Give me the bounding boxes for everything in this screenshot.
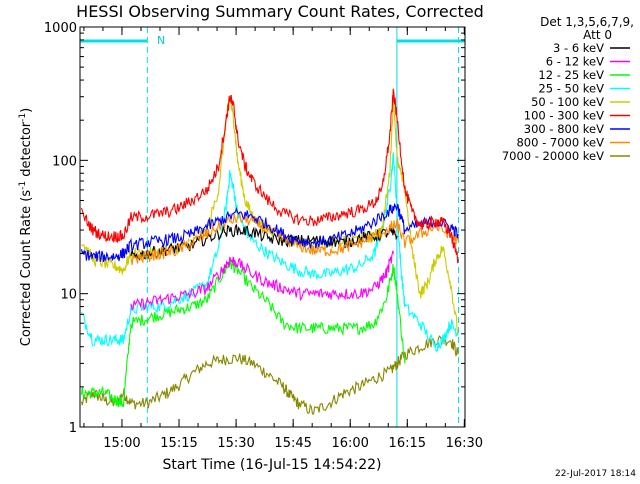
x-tick-label-0: 15:00 — [103, 436, 140, 451]
legend-label-6: 300 - 800 keV — [524, 122, 604, 136]
legend-label-3: 25 - 50 keV — [538, 82, 604, 96]
y-axis-label: Corrected Count Rate (s-1 detector-1) — [18, 108, 34, 346]
legend-label-0: 3 - 6 keV — [553, 41, 604, 55]
footer-date: 22-Jul-2017 18:14 — [555, 469, 636, 479]
y-tick-label-0: 1 — [69, 421, 77, 436]
x-axis: 15:00 15:15 15:30 15:45 16:00 16:15 16:30 — [83, 27, 483, 451]
y-tick-label-1: 10 — [60, 288, 77, 303]
legend-header-attenuator: Att 0 — [583, 28, 612, 42]
night-marker-label: N — [157, 34, 165, 47]
legend-label-4: 50 - 100 keV — [531, 95, 604, 109]
series-line-7 — [130, 212, 459, 265]
series-line-1 — [130, 250, 395, 312]
series-line-2 — [80, 257, 406, 408]
legend-label-5: 100 - 300 keV — [524, 109, 604, 123]
x-tick-label-4: 16:00 — [331, 436, 368, 451]
legend-label-7: 800 - 7000 keV — [516, 136, 604, 150]
legend-label-8: 7000 - 20000 keV — [502, 149, 604, 163]
x-axis-label: Start Time (16-Jul-15 14:54:22) — [162, 457, 381, 473]
series-line-6 — [80, 203, 459, 262]
y-tick-label-3: 1000 — [44, 21, 77, 36]
plot-frame — [79, 26, 466, 428]
x-tick-label-6: 16:30 — [446, 436, 483, 451]
series-group — [80, 88, 459, 415]
chart-title: HESSI Observing Summary Count Rates, Cor… — [76, 2, 484, 21]
legend-header-detectors: Det 1,3,5,6,7,9, — [540, 15, 634, 29]
series-line-5 — [80, 88, 459, 264]
series-line-8 — [80, 335, 459, 415]
y-axis: 1 10 100 1000 — [44, 21, 465, 436]
x-tick-label-3: 15:45 — [274, 436, 311, 451]
x-tick-label-1: 15:15 — [160, 436, 197, 451]
legend-label-2: 12 - 25 keV — [538, 68, 604, 82]
legend-label-1: 6 - 12 keV — [546, 55, 604, 69]
y-tick-label-2: 100 — [52, 154, 77, 169]
x-tick-label-2: 15:30 — [217, 436, 254, 451]
x-tick-label-5: 16:15 — [389, 436, 426, 451]
